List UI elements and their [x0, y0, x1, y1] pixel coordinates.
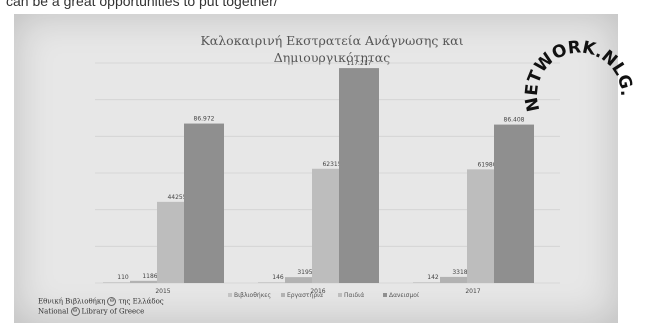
data-label: 44255	[167, 194, 186, 201]
bar	[494, 124, 534, 284]
legend-entry: Εργαστήρια	[287, 292, 323, 299]
legend-entry: Δανεισμοί	[389, 292, 419, 299]
legend-entry: Βιβλιοθήκες	[234, 292, 271, 299]
legend-swatch	[228, 293, 232, 297]
legend: Βιβλιοθήκες Εργαστήρια Παιδιά Δανεισμοί	[228, 292, 419, 299]
bar	[130, 280, 170, 283]
bar	[285, 277, 325, 283]
bar	[339, 68, 379, 283]
chart-title-line-1: Καλοκαιρινή Εκστρατεία Ανάγνωσης και	[200, 33, 463, 48]
legend-swatch	[383, 293, 387, 297]
logo-line-2: National Θ Library of Greece	[38, 306, 145, 316]
network-watermark: NETWORK.NLG.GR	[518, 10, 636, 113]
bar	[258, 282, 298, 283]
data-label: 1186	[142, 273, 157, 280]
legend-swatch	[281, 293, 285, 297]
data-label: 3195	[297, 269, 312, 276]
category-label: 2016	[310, 288, 325, 295]
top-text: can be a great opportunities to put toge…	[6, 0, 278, 9]
legend-entry: Παιδιά	[344, 292, 364, 299]
category-label: 2015	[155, 288, 170, 295]
bars: 110 1186 44255 86.972 2015 146 3195 62315 117.21…	[103, 60, 534, 295]
legend-swatch	[338, 293, 342, 297]
logo-mark-icon: Θ	[107, 297, 117, 306]
data-label: 62315	[322, 161, 341, 168]
data-label: 117.217	[347, 60, 372, 67]
top-text-strip: can be a great opportunities to put toge…	[0, 0, 646, 14]
bar	[440, 276, 480, 283]
bar	[413, 282, 453, 283]
data-label: 146	[272, 274, 284, 281]
data-label: 86.972	[194, 116, 215, 123]
logo-mark-icon: Θ	[70, 306, 80, 316]
data-label: 3318	[452, 269, 467, 276]
category-label: 2017	[465, 288, 480, 295]
data-label: 110	[117, 274, 129, 281]
data-label: 86.408	[504, 117, 525, 124]
bar	[184, 123, 224, 283]
bar	[103, 282, 143, 283]
watermark-text: NETWORK.NLG.GR	[518, 10, 636, 113]
data-label: 61980	[477, 161, 496, 168]
chart-title-line-2: Δημιουργικότητας	[274, 50, 391, 65]
data-label: 142	[427, 274, 439, 281]
